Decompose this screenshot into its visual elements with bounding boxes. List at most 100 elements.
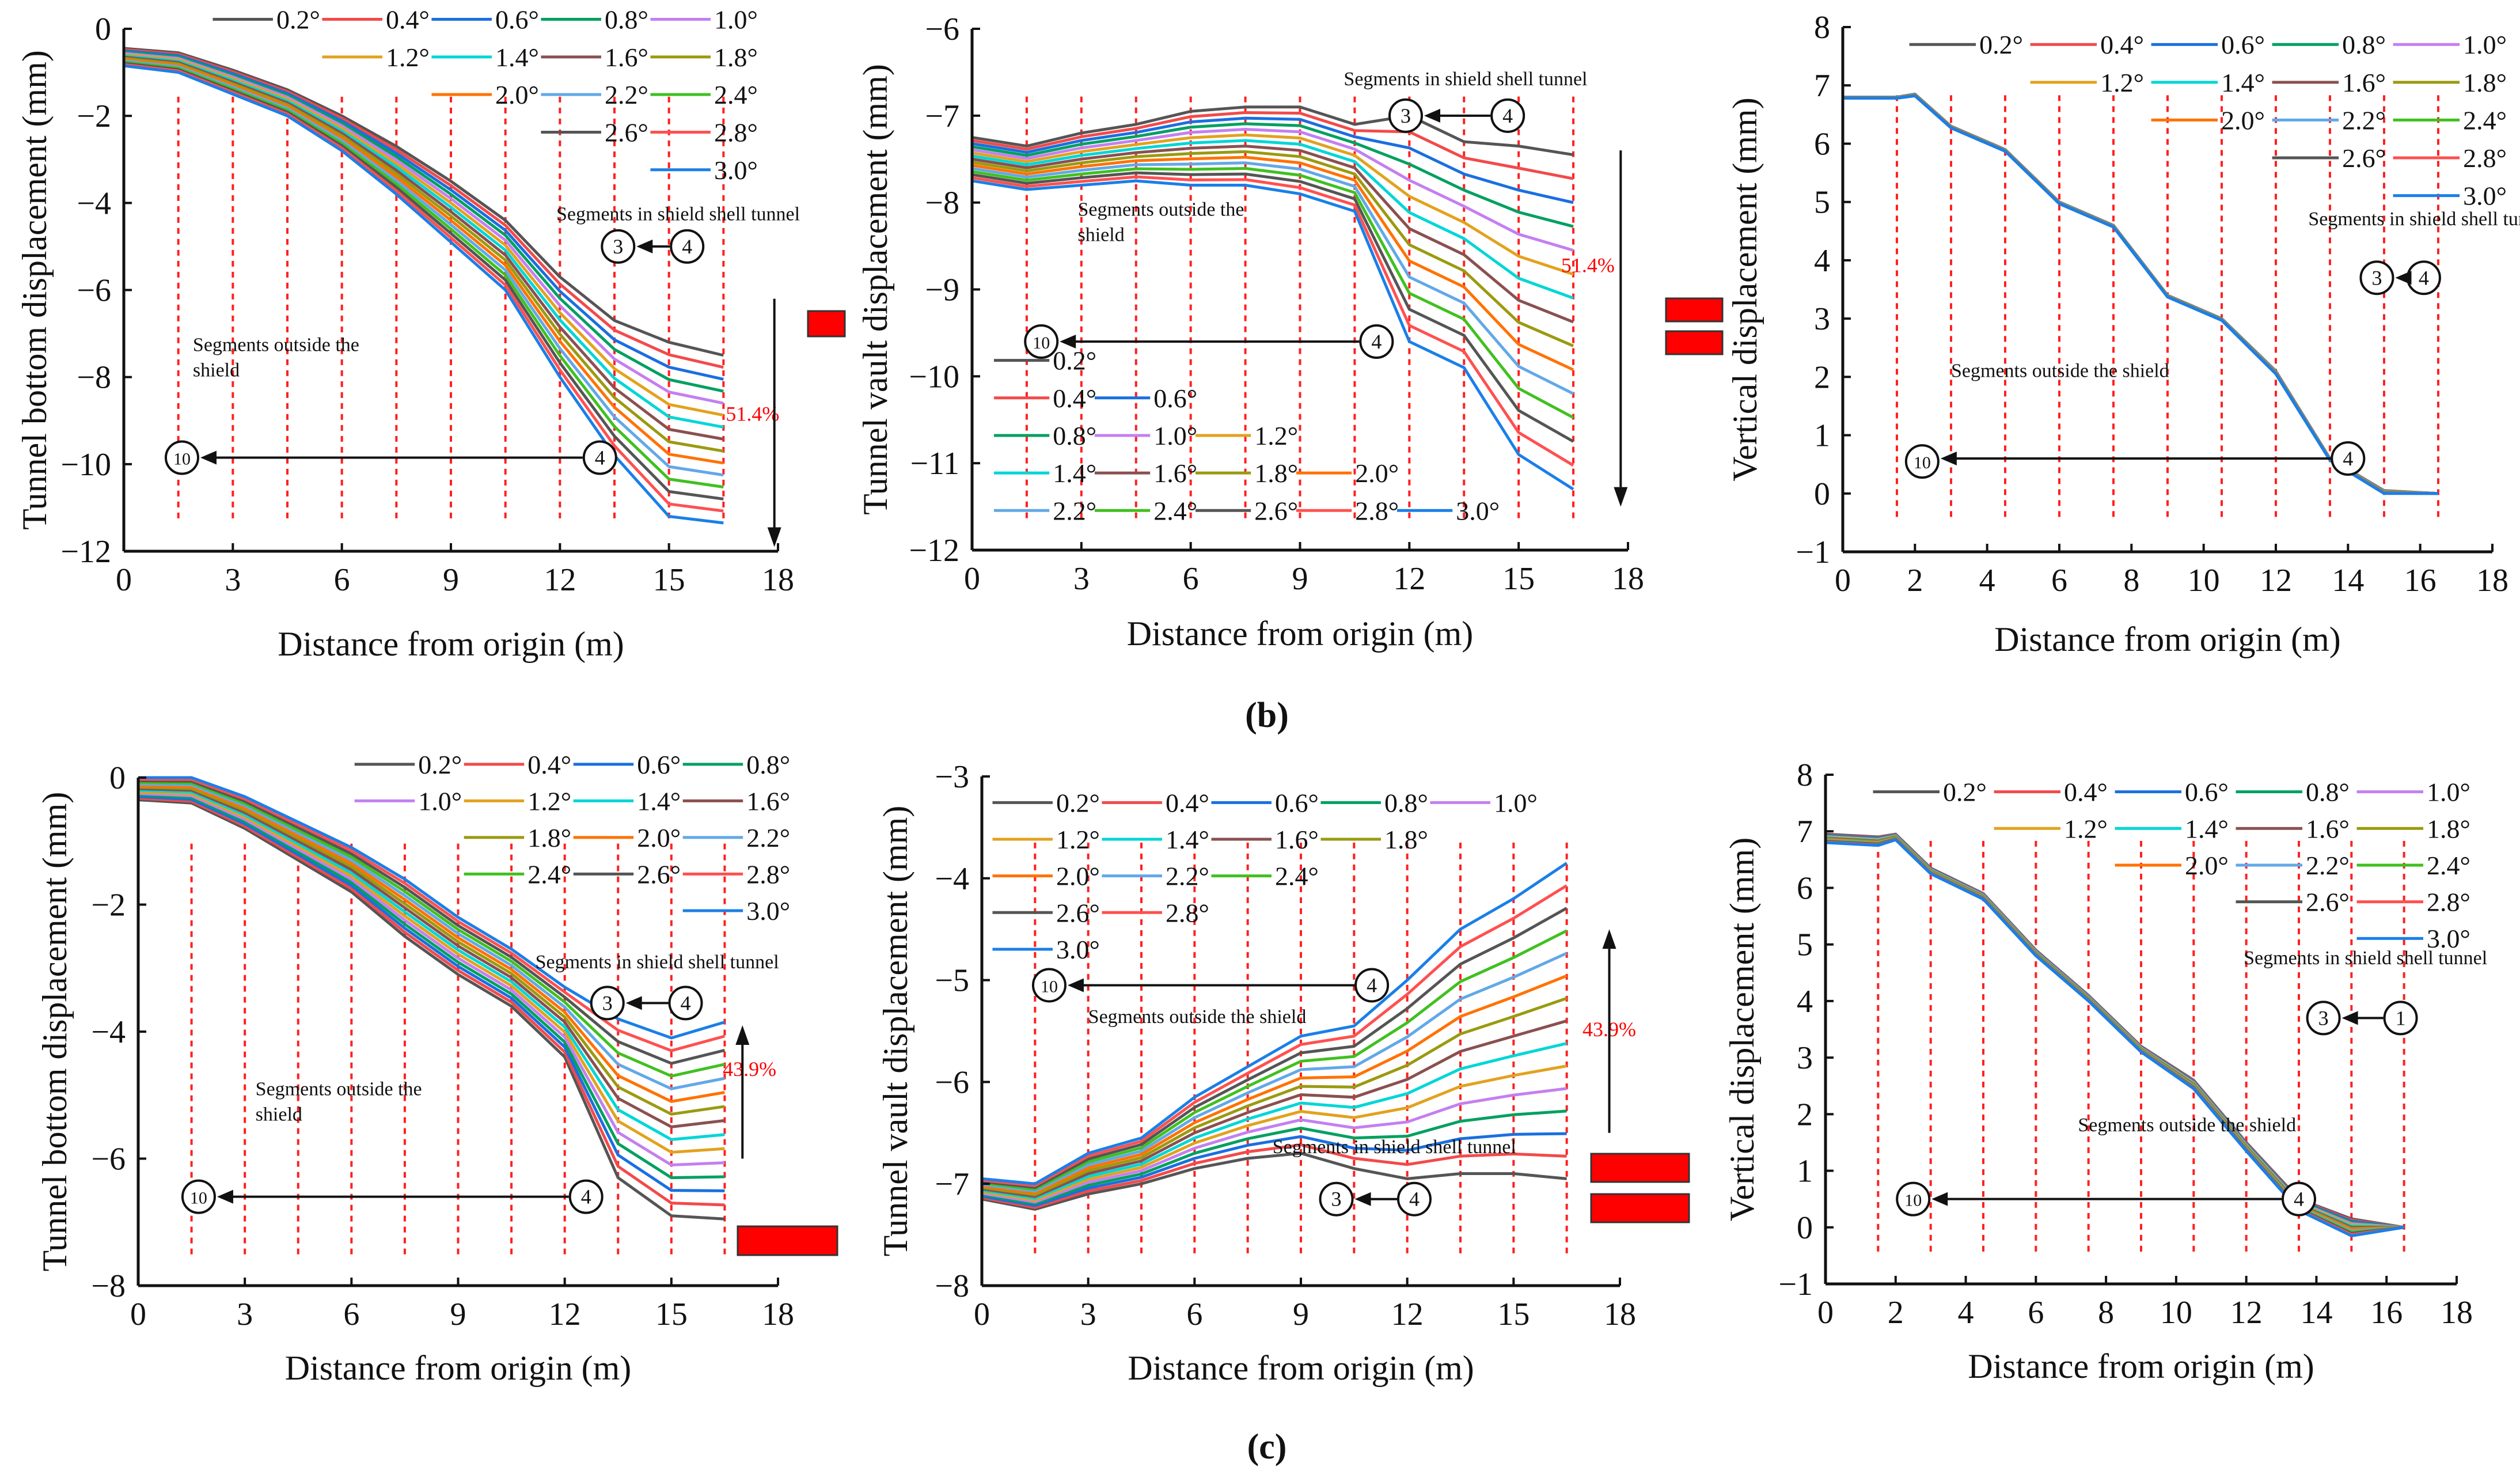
legend-label: 1.4°	[2221, 68, 2265, 97]
series-line-0.4deg	[981, 1143, 1567, 1209]
legend-label: 2.6°	[605, 118, 648, 147]
legend-label: 2.6°	[2306, 888, 2350, 917]
legend-item: 1.4°	[431, 43, 539, 72]
x-tick-label: 4	[1979, 563, 1995, 598]
legend-item: 2.0°	[431, 80, 539, 109]
legend-item: 1.6°	[1094, 459, 1197, 488]
series-line-0.6deg	[981, 1132, 1567, 1207]
legend-label: 2.2°	[746, 823, 790, 852]
y-tick-label: −8	[77, 360, 111, 396]
ring-marker-far-to	[1904, 444, 1940, 479]
trend-arrow-head	[1614, 487, 1628, 507]
y-axis-label: Vertical displacement (mm)	[1726, 97, 1764, 481]
series-line-2.8deg	[981, 884, 1568, 1187]
ring-marker-far-from	[568, 1179, 604, 1214]
y-tick-label: −3	[935, 759, 969, 795]
ring-marker-from-label: 4	[1502, 104, 1513, 127]
ring-marker-far-from	[2331, 441, 2366, 476]
series-line-1.2deg	[981, 1064, 1568, 1202]
legend-fragment-red-box	[737, 1225, 838, 1256]
legend-item: 0.6°	[573, 750, 681, 779]
legend-item: 0.2°	[212, 5, 320, 35]
legend-item: 2.4°	[2393, 105, 2507, 135]
legend-item: 0.8°	[2272, 30, 2386, 59]
legend-label: 3.0°	[1056, 935, 1100, 964]
legend-item: 0.6°	[2151, 30, 2265, 59]
ring-marker-far-to-label: 10	[1041, 977, 1058, 996]
series-line-2.0deg	[123, 58, 724, 465]
series-line-2.0deg	[971, 156, 1574, 372]
series-line-2.6deg	[971, 171, 1574, 443]
series-line-1.8deg	[981, 996, 1568, 1196]
x-tick-label: 12	[1391, 1297, 1424, 1332]
reduction-percent-label: 51.4%	[726, 402, 779, 425]
legend-label: 1.2°	[2064, 814, 2108, 843]
ring-marker-far-to-label: 10	[1904, 1191, 1922, 1210]
legend-label: 1.2°	[1254, 421, 1298, 450]
legend-item: 1.6°	[541, 43, 648, 72]
x-tick-label: 3	[1080, 1297, 1096, 1332]
x-tick-label: 15	[1497, 1297, 1530, 1332]
legend-label: 2.0°	[637, 823, 681, 852]
x-tick-label: 15	[653, 562, 685, 598]
legend-label: 1.6°	[1153, 459, 1197, 488]
legend-item: 1.6°	[2236, 814, 2350, 843]
legend-item: 0.4°	[464, 750, 571, 779]
legend-label: 0.8°	[2306, 778, 2350, 807]
ring-marker-far-from	[2282, 1181, 2316, 1217]
y-tick-label: −4	[91, 1014, 126, 1050]
x-tick-label: 18	[1612, 561, 1644, 597]
ring-marker-to	[2306, 1001, 2341, 1036]
shell-segments-label: Segments in shield shell tunnel	[2308, 209, 2520, 230]
ring-marker-to-label: 3	[1401, 104, 1411, 127]
legend-label: 0.2°	[1056, 788, 1100, 817]
series-line-2.0deg	[138, 784, 725, 1103]
legend-item: 0.8°	[2236, 778, 2350, 807]
legend-item: 2.2°	[993, 496, 1096, 525]
legend-label: 2.2°	[1166, 862, 1209, 891]
legend-label: 0.4°	[2100, 30, 2144, 59]
x-tick-label: 18	[762, 1297, 794, 1332]
series-line-0.4deg	[971, 111, 1574, 180]
y-tick-label: −6	[77, 273, 111, 309]
y-tick-label: 0	[1814, 476, 1830, 512]
legend-label: 3.0°	[1456, 496, 1500, 525]
ring-marker-far-to	[1896, 1181, 1931, 1217]
x-tick-label: 18	[2476, 563, 2508, 598]
series-line-2.2deg	[138, 782, 725, 1090]
ring-marker-from	[1396, 1181, 1432, 1217]
series-line-1.6deg	[981, 1019, 1568, 1198]
legend-item: 2.6°	[1195, 496, 1298, 525]
series-line-0.2deg	[123, 47, 724, 357]
legend-label: 3.0°	[2427, 924, 2470, 953]
legend-label: 2.2°	[2306, 851, 2350, 880]
legend-item: 3.0°	[2356, 924, 2470, 953]
ring-marker-far-to	[181, 1179, 216, 1214]
trend-arrow-head	[1602, 929, 1616, 949]
legend-item: 2.8°	[1102, 898, 1209, 927]
ring-marker-to	[1388, 98, 1424, 133]
legend-label: 2.0°	[1056, 862, 1100, 891]
legend-label: 0.6°	[637, 750, 681, 779]
legend-item: 0.4°	[2030, 30, 2144, 59]
legend-label: 0.2°	[1053, 346, 1096, 376]
legend-label: 1.4°	[495, 43, 539, 72]
ring-marker-from-label: 4	[1409, 1188, 1420, 1211]
y-tick-label: −8	[925, 185, 959, 221]
outside-segments-label-line2: shield	[256, 1104, 302, 1125]
series-line-1.8deg	[123, 56, 724, 453]
series-line-1.6deg	[138, 787, 725, 1128]
x-tick-label: 9	[1292, 561, 1308, 597]
trend-arrow-head	[767, 527, 781, 547]
ring-marker-from-label: 4	[681, 991, 691, 1014]
ring-marker-far-to-label: 10	[173, 449, 191, 468]
x-tick-label: 16	[2404, 563, 2436, 598]
legend-label: 1.2°	[527, 786, 571, 816]
ring-marker-far-to	[164, 440, 199, 475]
x-tick-label: 18	[1604, 1297, 1636, 1332]
legend-label: 0.4°	[386, 5, 430, 35]
x-tick-label: 6	[1186, 1297, 1202, 1332]
ring-marker-far-from-label: 4	[2343, 447, 2353, 470]
legend-item: 2.4°	[464, 859, 571, 889]
